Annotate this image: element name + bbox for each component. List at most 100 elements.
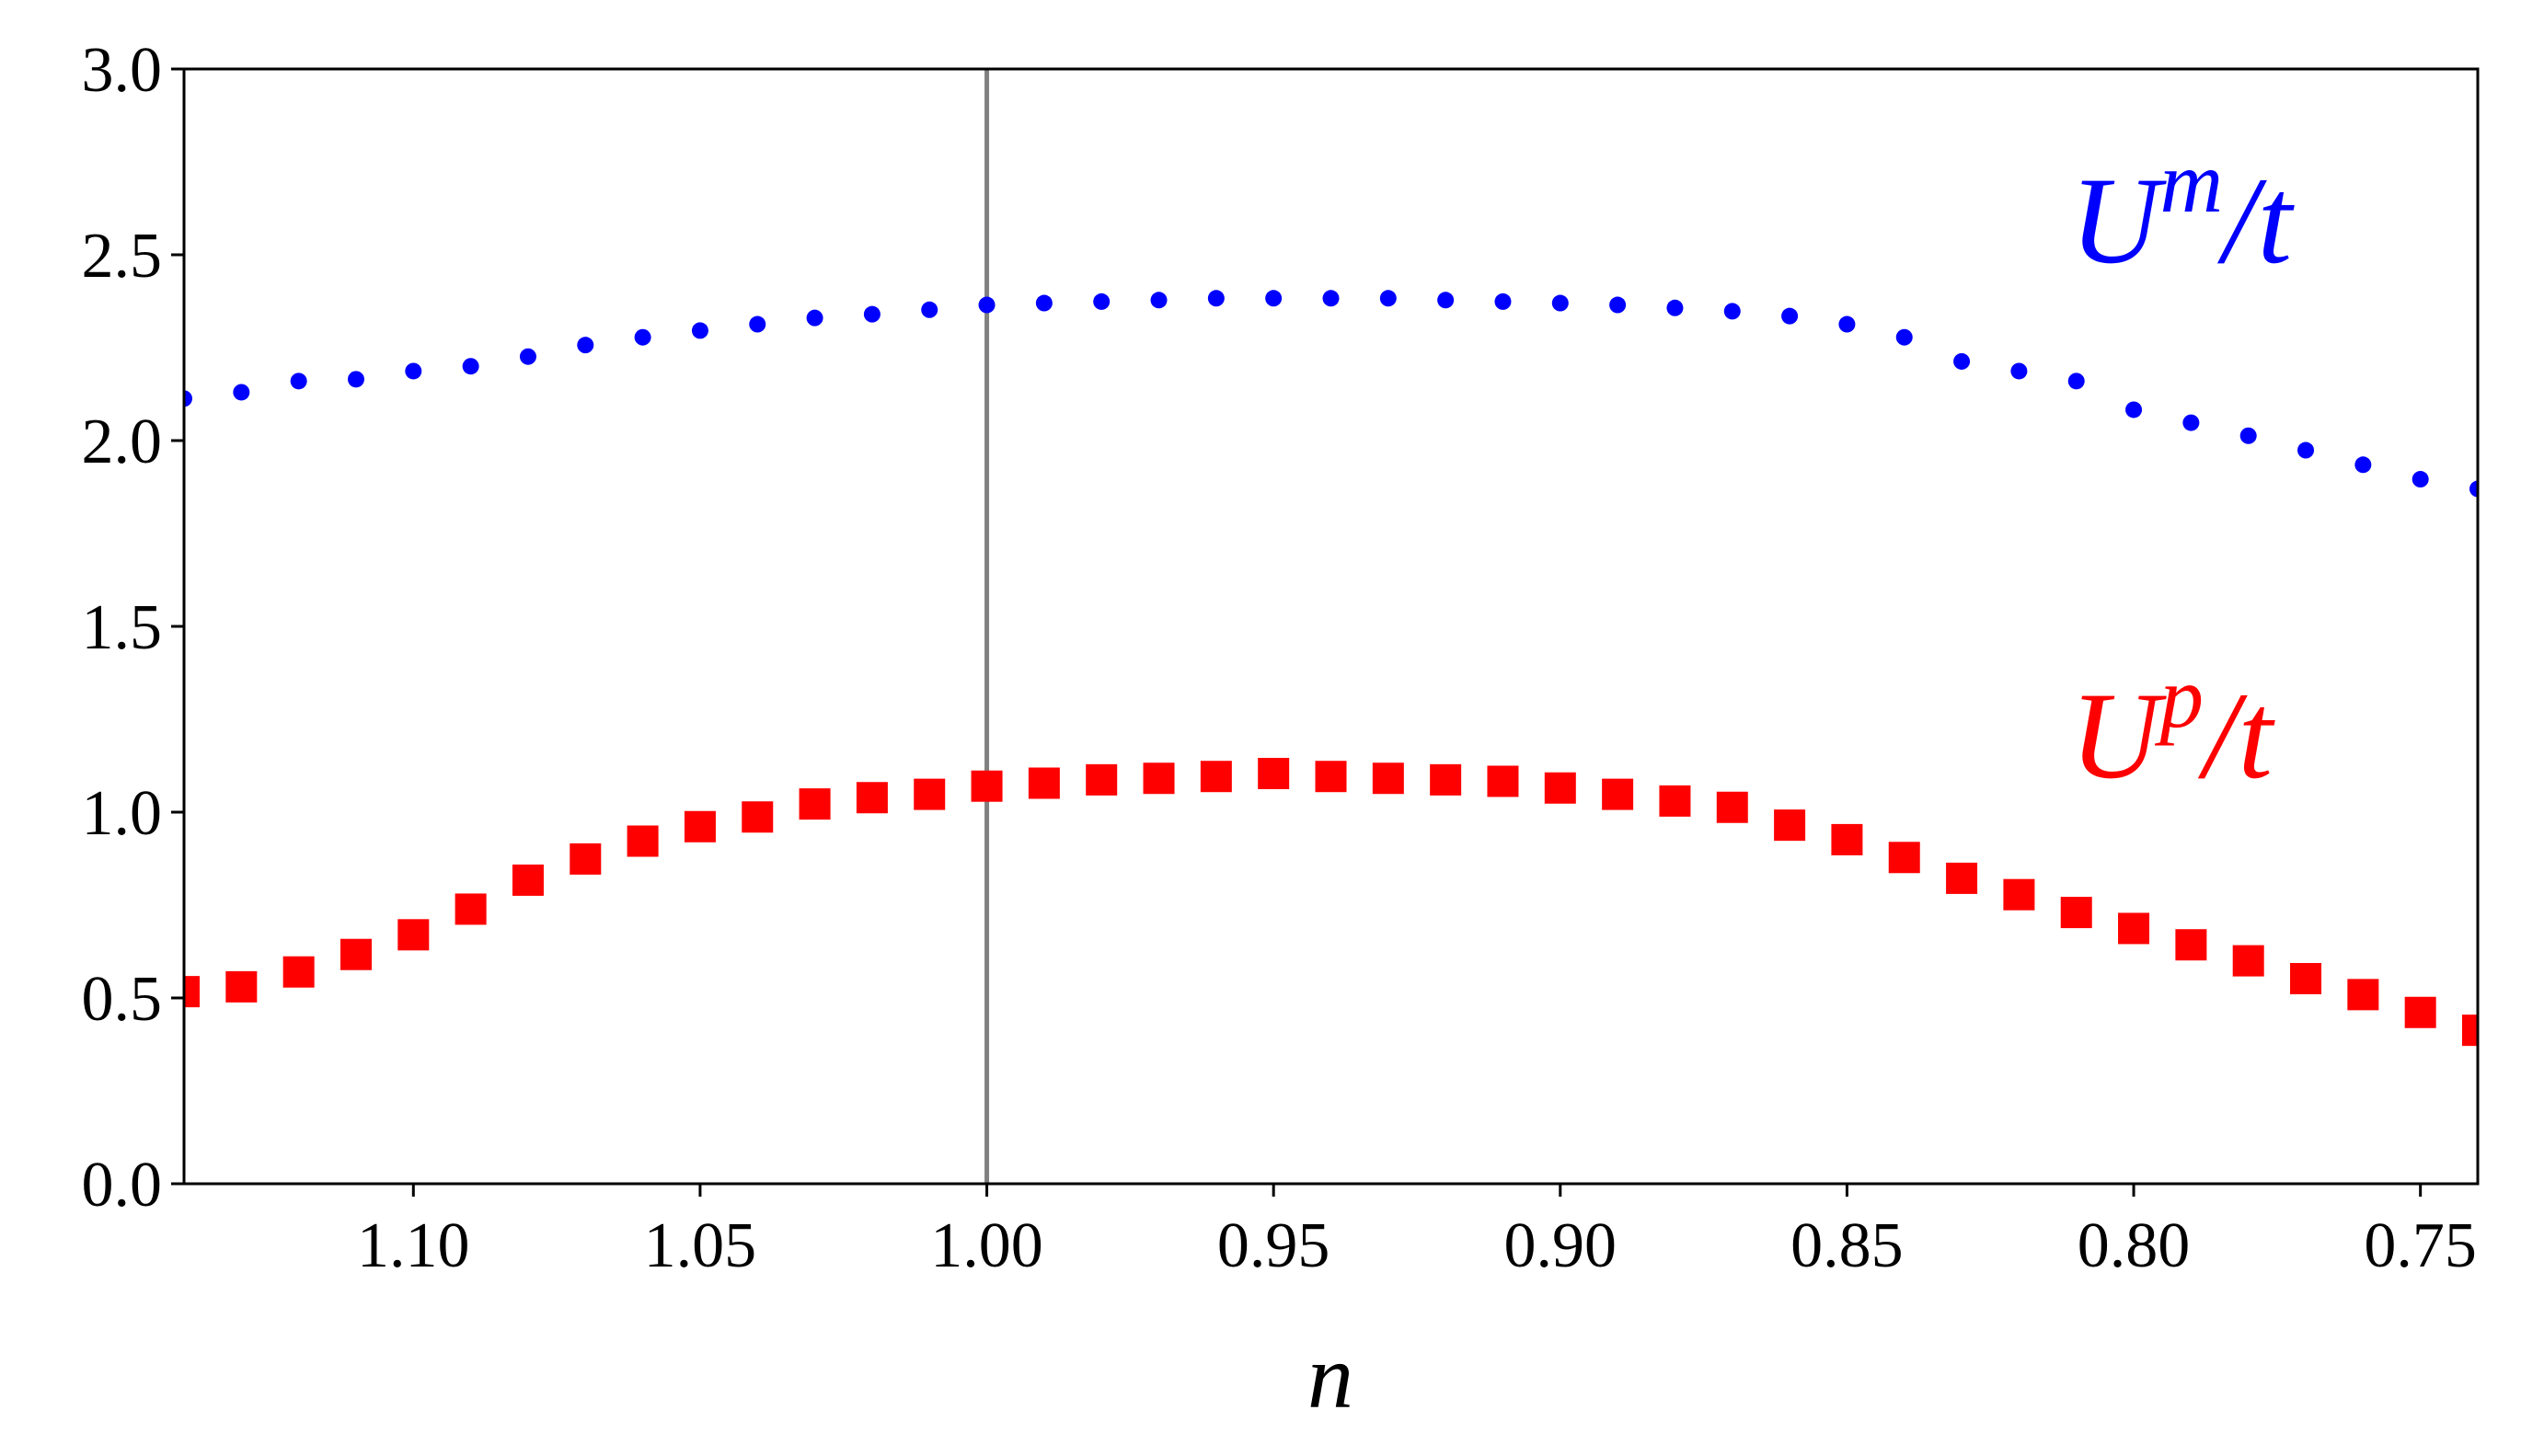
data-point <box>2232 945 2264 977</box>
data-point <box>462 358 479 375</box>
data-point <box>1602 778 1634 810</box>
data-point <box>863 305 881 323</box>
data-point <box>1086 763 1118 796</box>
data-point <box>2060 897 2092 929</box>
data-point <box>2010 362 2028 380</box>
data-point <box>577 337 594 354</box>
series-annotation: Up/t <box>2070 648 2276 805</box>
data-point <box>1494 292 1512 310</box>
y-tick-label: 2.0 <box>82 407 163 477</box>
data-point <box>1322 290 1340 307</box>
data-point <box>978 296 996 314</box>
data-point <box>1315 761 1347 793</box>
data-point <box>2404 996 2436 1028</box>
data-point <box>691 322 708 339</box>
data-point <box>1430 763 1462 796</box>
data-point <box>2290 962 2322 994</box>
annotation-part: /t <box>2197 668 2276 805</box>
data-point <box>1953 352 1971 370</box>
x-tick-label: 1.00 <box>930 1210 1043 1281</box>
data-point <box>1551 294 1569 312</box>
x-tick-label: 0.95 <box>1217 1210 1330 1281</box>
data-point <box>2182 414 2200 431</box>
data-point <box>2469 480 2478 498</box>
data-point <box>1093 292 1111 310</box>
data-point <box>1437 292 1455 309</box>
data-point <box>742 801 774 833</box>
data-point <box>2297 441 2315 459</box>
annotation-part: U <box>2070 668 2167 805</box>
data-point <box>2175 929 2207 961</box>
y-tick-label: 1.5 <box>82 592 163 663</box>
y-tick-label: 1.0 <box>82 778 163 849</box>
annotation-part: m <box>2160 133 2224 231</box>
data-point <box>405 362 422 380</box>
data-point <box>1150 292 1168 309</box>
data-point <box>233 384 250 401</box>
data-point <box>512 864 544 896</box>
x-axis-label: n <box>1307 1325 1353 1427</box>
data-point <box>225 970 258 1003</box>
data-point <box>2118 912 2150 945</box>
data-point <box>1609 296 1627 314</box>
annotation-part: p <box>2155 648 2204 746</box>
x-tick-label: 0.75 <box>2364 1210 2477 1281</box>
data-point <box>627 825 659 857</box>
data-point <box>1716 791 1748 823</box>
data-point <box>799 788 831 820</box>
data-point <box>684 810 716 843</box>
data-point <box>2354 456 2372 474</box>
data-point <box>347 371 364 388</box>
x-tick-label: 0.85 <box>1790 1210 1904 1281</box>
data-point <box>455 893 487 925</box>
data-point <box>971 770 1003 802</box>
data-point <box>2003 878 2035 911</box>
data-point <box>519 348 536 365</box>
data-point <box>1946 862 1978 894</box>
data-point <box>634 328 651 346</box>
y-tick-label: 0.0 <box>82 1150 163 1221</box>
data-point <box>806 309 823 327</box>
data-point <box>1781 307 1799 325</box>
data-point <box>1207 290 1225 307</box>
annotation-part: /t <box>2216 153 2296 290</box>
data-point <box>2067 373 2085 390</box>
data-point <box>184 976 200 1008</box>
data-point <box>1888 842 1920 874</box>
data-point <box>2239 427 2257 444</box>
data-point <box>397 919 430 951</box>
plot-area <box>184 69 2478 1184</box>
data-point <box>1666 299 1684 316</box>
data-point <box>1258 757 1290 789</box>
data-point <box>1774 809 1806 842</box>
annotation-part: U <box>2070 153 2167 290</box>
data-point <box>1544 772 1576 804</box>
data-point <box>1895 328 1913 346</box>
data-point <box>914 778 946 810</box>
data-point <box>570 843 602 875</box>
data-point <box>921 301 938 318</box>
data-point <box>2462 1015 2478 1047</box>
data-point <box>1265 290 1283 307</box>
data-point <box>1035 294 1053 312</box>
data-point <box>749 315 766 333</box>
y-tick-label: 3.0 <box>82 35 163 106</box>
data-point <box>1723 303 1741 320</box>
data-point <box>1028 767 1060 799</box>
data-point <box>184 390 192 407</box>
data-point <box>1372 762 1404 795</box>
data-point <box>1659 785 1691 817</box>
data-point <box>1200 761 1232 793</box>
data-point <box>2125 401 2143 418</box>
x-tick-label: 0.80 <box>2078 1210 2191 1281</box>
series-annotation: Um/t <box>2070 133 2296 290</box>
data-point <box>856 782 888 814</box>
data-point <box>282 956 315 988</box>
data-point <box>340 938 372 970</box>
data-point <box>2412 471 2429 488</box>
x-tick-label: 1.05 <box>644 1210 757 1281</box>
x-tick-label: 0.90 <box>1504 1210 1617 1281</box>
x-tick-label: 1.10 <box>357 1210 470 1281</box>
data-point <box>290 373 307 390</box>
